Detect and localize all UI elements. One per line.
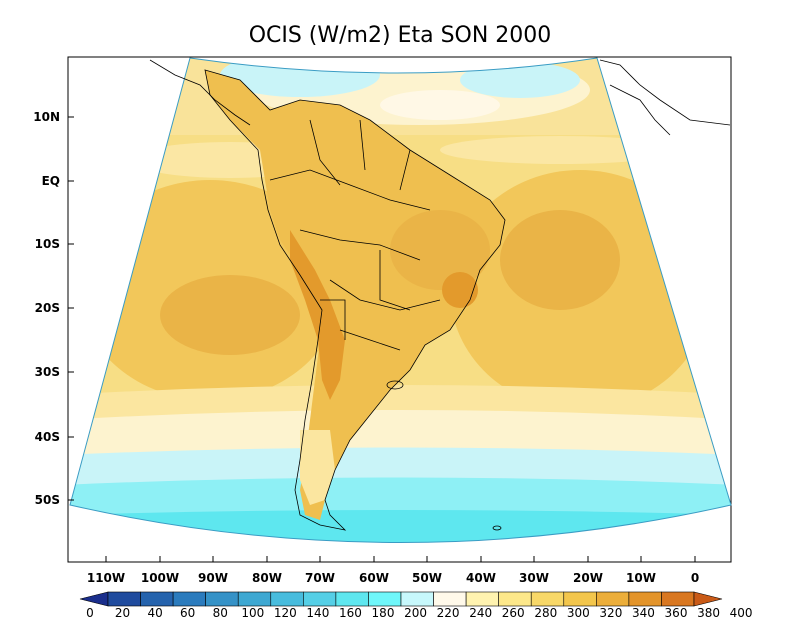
lon-tick-label: 10W — [626, 571, 656, 585]
lon-axis: 110W 100W 90W 80W 70W 60W 50W 40W 30W 20… — [87, 556, 699, 585]
lon-tick-label: 30W — [519, 571, 549, 585]
colorbar-label: 180 — [372, 606, 395, 618]
lat-tick-label: 10S — [35, 237, 60, 251]
lat-tick-label: 50S — [35, 493, 60, 507]
colorbar-swatch — [433, 591, 467, 607]
colorbar-swatch — [172, 591, 206, 607]
colorbar-swatch — [107, 591, 141, 607]
colorbar-swatch — [335, 591, 369, 607]
lon-tick-label: 110W — [87, 571, 125, 585]
colorbar: 0 20 40 60 80 100 120 140 160 180 200 220 240 260 280 3… — [79, 591, 753, 618]
colorbar-label: 20 — [115, 606, 130, 618]
colorbar-swatch — [400, 591, 434, 607]
lon-tick-label: 60W — [359, 571, 389, 585]
colorbar-swatch — [596, 591, 630, 607]
colorbar-swatch — [303, 591, 337, 607]
colorbar-label: 340 — [632, 606, 655, 618]
lat-axis: 10N EQ 10S 20S 30S 40S 50S — [33, 110, 74, 507]
lon-tick-label: 90W — [198, 571, 228, 585]
colorbar-label: 160 — [339, 606, 362, 618]
colorbar-label: 140 — [306, 606, 329, 618]
colorbar-swatch — [270, 591, 304, 607]
colorbar-label: 280 — [534, 606, 557, 618]
colorbar-swatch — [530, 591, 565, 607]
colorbar-label: 260 — [502, 606, 525, 618]
lon-tick-label: 0 — [691, 571, 699, 585]
colorbar-label: 400 — [730, 606, 753, 618]
lon-tick-label: 20W — [573, 571, 603, 585]
colorbar-label: 80 — [213, 606, 228, 618]
lat-tick-label: 10N — [33, 110, 60, 124]
colorbar-label: 40 — [147, 606, 162, 618]
colorbar-label: 240 — [469, 606, 492, 618]
colorbar-swatch — [237, 591, 272, 607]
colorbar-label: 60 — [180, 606, 195, 618]
colorbar-swatch — [465, 591, 499, 607]
lat-tick-label: 40S — [35, 430, 60, 444]
colorbar-label: 120 — [274, 606, 297, 618]
chart-title: OCIS (W/m2) Eta SON 2000 — [249, 23, 552, 48]
colorbar-swatch — [205, 591, 239, 607]
colorbar-label: 200 — [404, 606, 427, 618]
coastlines — [149, 59, 731, 531]
lon-tick-label: 50W — [412, 571, 442, 585]
south-america-field — [205, 70, 505, 520]
lon-tick-label: 80W — [252, 571, 282, 585]
lon-tick-label: 40W — [466, 571, 496, 585]
colorbar-swatch — [661, 591, 695, 607]
model-domain-outline — [69, 57, 732, 543]
colorbar-swatch — [368, 591, 402, 607]
colorbar-label: 380 — [697, 606, 720, 618]
lat-tick-label: 30S — [35, 365, 60, 379]
colorbar-label: 0 — [86, 606, 94, 618]
colorbar-swatch — [563, 591, 597, 607]
lon-tick-label: 70W — [305, 571, 335, 585]
colorbar-label: 300 — [567, 606, 590, 618]
lat-tick-label: 20S — [35, 301, 60, 315]
colorbar-label: 220 — [437, 606, 460, 618]
colorbar-swatch — [498, 591, 532, 607]
colorbar-label: 320 — [599, 606, 622, 618]
colorbar-swatch — [140, 591, 174, 607]
colorbar-swatch — [79, 591, 109, 607]
colorbar-label: 100 — [241, 606, 264, 618]
colorbar-swatch — [628, 591, 662, 607]
lon-tick-label: 100W — [141, 571, 179, 585]
colorbar-label: 360 — [665, 606, 688, 618]
lat-tick-label: EQ — [42, 174, 60, 188]
colorbar-swatch — [693, 591, 723, 607]
